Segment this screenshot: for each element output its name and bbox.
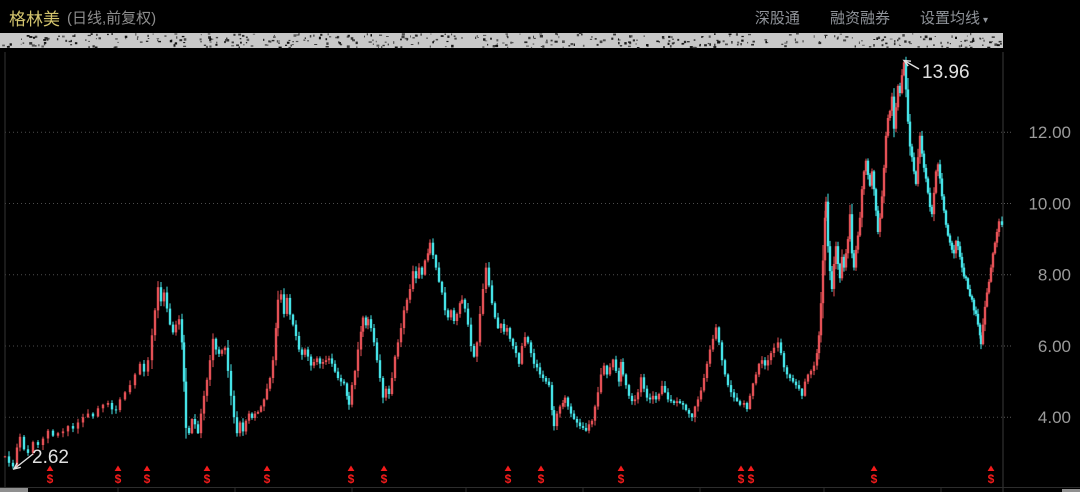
- chart-header: 格林美 (日线,前复权) 深股通 融资融券 设置均线 ▾: [0, 0, 1080, 33]
- svg-text:$: $: [748, 472, 755, 486]
- header-menu: 深股通 融资融券 设置均线 ▾: [755, 7, 988, 28]
- svg-text:$: $: [348, 472, 355, 486]
- y-axis-label: 4.00: [1038, 408, 1071, 427]
- svg-text:$: $: [264, 472, 271, 486]
- low-annotation: 2.62: [12, 447, 69, 471]
- svg-text:$: $: [144, 472, 151, 486]
- candles[interactable]: [3, 56, 1004, 469]
- censored-date-strip: [0, 33, 1003, 50]
- dividend-marker[interactable]: $: [737, 465, 745, 487]
- dividend-marker[interactable]: $: [263, 465, 271, 487]
- dividend-marker[interactable]: $: [987, 465, 995, 487]
- y-axis-label: 8.00: [1038, 266, 1071, 285]
- dividend-marker[interactable]: $: [347, 465, 355, 487]
- dividend-marker[interactable]: $: [114, 465, 122, 487]
- y-axis-label: 6.00: [1038, 337, 1071, 356]
- svg-text:$: $: [47, 472, 54, 486]
- dividend-marker[interactable]: $: [747, 465, 755, 487]
- dividend-marker[interactable]: $: [617, 465, 625, 487]
- dividend-marker[interactable]: $: [870, 465, 878, 487]
- high-annotation: 13.96: [902, 59, 970, 83]
- bottom-left-scroll-sliver: [0, 488, 28, 492]
- y-axis-label: 10.00: [1028, 195, 1071, 214]
- svg-text:2.62: 2.62: [32, 447, 69, 468]
- stock-name: 格林美: [9, 10, 60, 29]
- svg-text:$: $: [618, 472, 625, 486]
- y-axis-label: 12.00: [1028, 123, 1071, 142]
- dividend-markers: $ $ $ $ $ $ $ $ $ $ $ $ $ $: [46, 465, 995, 487]
- dividend-marker[interactable]: $: [504, 465, 512, 487]
- svg-text:$: $: [538, 472, 545, 486]
- svg-text:$: $: [204, 472, 211, 486]
- menu-item-margin-trading[interactable]: 融资融券: [829, 10, 890, 27]
- dividend-marker[interactable]: $: [537, 465, 545, 487]
- svg-text:$: $: [988, 472, 995, 486]
- svg-text:$: $: [871, 472, 878, 486]
- svg-text:$: $: [505, 472, 512, 486]
- menu-item-ma-settings[interactable]: 设置均线 ▾: [919, 10, 988, 27]
- dividend-marker[interactable]: $: [203, 465, 211, 487]
- svg-text:$: $: [115, 472, 122, 486]
- svg-text:$: $: [381, 472, 388, 486]
- dividend-marker[interactable]: $: [380, 465, 388, 487]
- svg-text:13.96: 13.96: [922, 62, 970, 83]
- chart-period-label: (日线,前复权): [67, 10, 157, 27]
- bottom-right-scroll-sliver: [1062, 489, 1080, 492]
- grid-lines: [0, 52, 1080, 492]
- dividend-marker[interactable]: $: [46, 465, 54, 487]
- chevron-down-icon: ▾: [982, 15, 988, 26]
- svg-text:$: $: [738, 472, 745, 486]
- menu-item-shenzhen-connect[interactable]: 深股通: [754, 10, 800, 27]
- dividend-marker[interactable]: $: [143, 465, 151, 487]
